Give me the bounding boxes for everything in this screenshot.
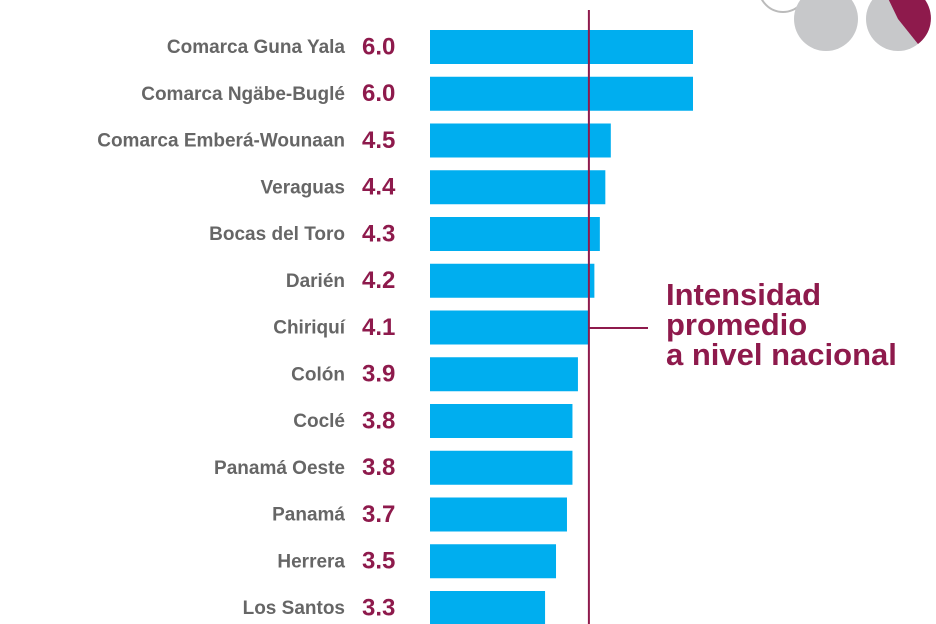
bar (430, 123, 611, 158)
category-label: Colón (291, 364, 345, 385)
reference-label: promedio (666, 307, 807, 342)
value-label: 6.0 (362, 33, 395, 60)
value-label: 4.3 (362, 220, 395, 247)
bar (430, 217, 600, 251)
value-label: 3.5 (362, 548, 395, 575)
value-label: 6.0 (362, 80, 395, 107)
bar (430, 404, 573, 438)
reference-label: Intensidad (666, 277, 821, 312)
value-label: 4.5 (362, 127, 395, 154)
bar (430, 76, 693, 111)
bar (430, 30, 693, 64)
bar (430, 544, 557, 579)
category-label: Bocas del Toro (209, 224, 345, 245)
category-label: Darién (286, 271, 345, 292)
category-label: Comarca Guna Yala (167, 37, 346, 58)
category-label: Coclé (293, 411, 345, 432)
decor-wedge (888, 0, 931, 44)
category-label: Comarca Emberá-Wounaan (97, 131, 345, 152)
category-label: Comarca Ngäbe-Buglé (141, 84, 345, 105)
value-label: 4.2 (362, 267, 395, 294)
reference-label: a nivel nacional (666, 337, 897, 372)
value-label: 4.1 (362, 314, 395, 341)
value-label: 3.8 (362, 407, 395, 434)
category-label: Herrera (277, 551, 345, 572)
category-label: Veraguas (261, 177, 346, 198)
value-label: 3.9 (362, 361, 395, 388)
bar (430, 170, 606, 205)
value-label: 3.7 (362, 501, 395, 528)
category-label: Los Santos (243, 598, 345, 619)
category-label: Panamá Oeste (214, 458, 345, 479)
value-label: 3.8 (362, 454, 395, 481)
bar (430, 310, 589, 345)
value-label: 4.4 (362, 174, 396, 201)
value-label: 3.3 (362, 594, 395, 621)
decor-circle (761, 0, 805, 13)
category-label: Chiriquí (273, 318, 345, 339)
bar (430, 591, 546, 624)
decor-circle (794, 0, 858, 51)
category-label: Panamá (272, 505, 345, 526)
bar (430, 497, 567, 532)
bar (430, 263, 595, 298)
bar (430, 357, 578, 392)
bar (430, 450, 573, 485)
